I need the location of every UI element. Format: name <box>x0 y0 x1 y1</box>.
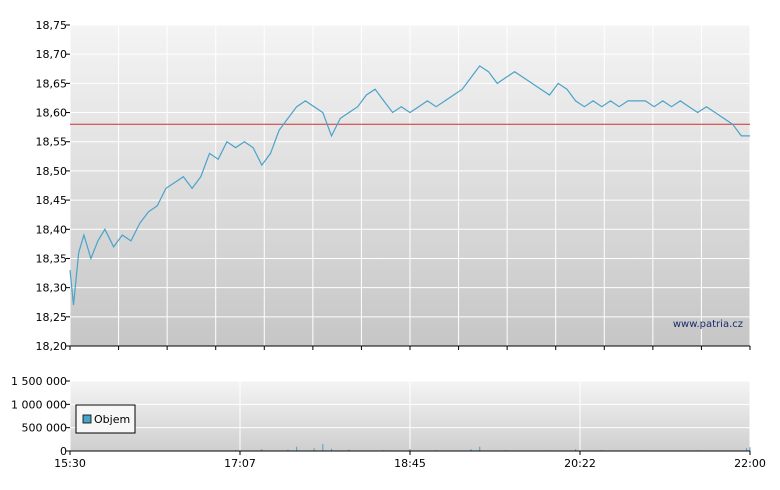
volume-x-tick-label: 15:30 <box>54 457 86 470</box>
volume-x-tick-label: 17:07 <box>224 457 256 470</box>
price-y-tick-label: 18,35 <box>36 252 68 265</box>
price-y-tick-label: 18,25 <box>36 311 68 324</box>
volume-y-axis: 1 500 000 1 000 000 500 000 0 <box>11 375 70 458</box>
price-y-tick-label: 18,70 <box>36 48 68 61</box>
price-y-tick-label: 18,60 <box>36 107 68 120</box>
volume-y-tick-label: 1 500 000 <box>11 375 67 388</box>
volume-x-tick-label: 22:00 <box>734 457 766 470</box>
price-y-tick-label: 18,45 <box>36 194 68 207</box>
price-y-tick-label: 18,50 <box>36 165 68 178</box>
volume-y-tick-label: 0 <box>60 445 67 458</box>
volume-x-tick-label: 18:45 <box>394 457 426 470</box>
legend-label-objem: Objem <box>94 413 130 426</box>
price-y-tick-label: 18,20 <box>36 340 68 353</box>
volume-y-tick-label: 500 000 <box>22 422 68 435</box>
price-y-tick-label: 18,40 <box>36 223 68 236</box>
price-y-axis: 18,75 18,70 18,65 18,60 18,55 18,50 18,45 18,40… <box>36 19 70 353</box>
price-y-tick-label: 18,65 <box>36 77 68 90</box>
price-x-axis <box>69 346 751 350</box>
price-series-line <box>69 65 750 306</box>
legend-swatch <box>82 414 92 424</box>
volume-y-tick-label: 1 000 000 <box>11 398 67 411</box>
price-y-tick-label: 18,30 <box>36 282 68 295</box>
volume-legend: Objem <box>75 404 136 434</box>
price-y-tick-label: 18,75 <box>36 19 68 32</box>
price-y-tick-label: 18,55 <box>36 136 68 149</box>
volume-x-axis: 15:30 17:07 18:45 20:22 22:00 <box>54 451 766 470</box>
volume-x-tick-label: 20:22 <box>564 457 596 470</box>
watermark-text: www.patria.cz <box>673 319 743 330</box>
price-grid <box>69 24 751 347</box>
